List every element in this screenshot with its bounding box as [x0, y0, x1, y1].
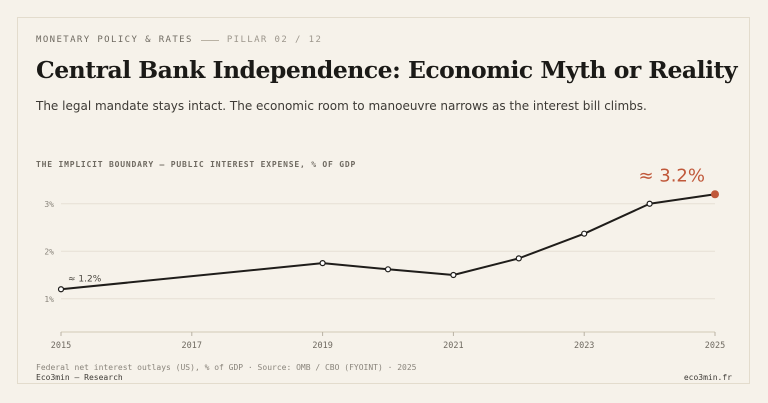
data-point	[384, 266, 392, 273]
data-point	[646, 200, 653, 207]
y-tick-label: 1%	[44, 295, 54, 304]
kicker: MONETARY POLICY & RATES PILLAR 02 / 12	[36, 35, 322, 45]
data-point	[581, 230, 588, 237]
endpoint-marker	[711, 190, 719, 199]
footer-site-link[interactable]: eco3min.fr	[683, 373, 732, 382]
x-tick-label: 2023	[574, 341, 594, 351]
chart-label: THE IMPLICIT BOUNDARY — PUBLIC INTEREST …	[36, 160, 357, 169]
x-tick-label: 2019	[312, 341, 332, 351]
data-point	[515, 255, 522, 262]
page-subtitle: The legal mandate stays intact. The econ…	[36, 99, 647, 113]
kicker-section: MONETARY POLICY & RATES	[36, 35, 193, 45]
y-tick-label: 3%	[44, 200, 54, 209]
footer-brand: Eco3min — Research	[36, 373, 123, 382]
x-tick-label: 2015	[51, 341, 71, 351]
data-point	[319, 260, 326, 267]
page-title: Central Bank Independence: Economic Myth…	[36, 56, 738, 84]
x-tick-label: 2025	[705, 341, 725, 351]
x-tick-label: 2017	[182, 341, 202, 351]
footer-source: Federal net interest outlays (US), % of …	[36, 363, 417, 372]
data-point	[450, 271, 457, 279]
kicker-pillar: PILLAR 02 / 12	[226, 35, 323, 45]
y-tick-label: 2%	[44, 247, 54, 256]
series-line	[60, 193, 716, 291]
start-value-label: ≈ 1.2%	[68, 274, 102, 284]
card-frame	[17, 17, 750, 384]
kicker-divider	[200, 39, 219, 41]
x-tick-label: 2021	[443, 341, 463, 351]
data-point	[57, 286, 65, 293]
end-value-label: ≈ 3.2%	[638, 165, 705, 186]
